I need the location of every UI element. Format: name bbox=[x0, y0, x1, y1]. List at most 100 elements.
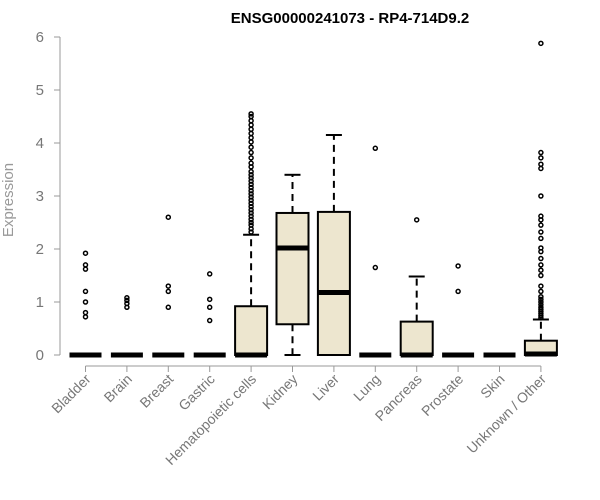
outlier-point bbox=[538, 267, 544, 273]
x-tick-label: Lung bbox=[350, 371, 383, 404]
outlier-point bbox=[372, 264, 379, 271]
outlier-point bbox=[248, 160, 254, 166]
outlier-point bbox=[538, 222, 544, 228]
box-iqr bbox=[275, 211, 310, 326]
outlier-point bbox=[538, 193, 544, 199]
outlier-point bbox=[538, 272, 544, 279]
outlier-point bbox=[248, 122, 254, 128]
outlier-point bbox=[248, 168, 254, 175]
outlier-point bbox=[248, 222, 254, 228]
outlier-point bbox=[248, 144, 254, 150]
x-tick-label: Unknown / Other bbox=[463, 371, 549, 457]
outlier-point bbox=[248, 213, 254, 219]
outlier-point bbox=[248, 113, 254, 120]
outlier-point bbox=[538, 255, 544, 262]
y-tick-label: 1 bbox=[36, 294, 44, 311]
box-group bbox=[316, 134, 351, 356]
outlier-point bbox=[538, 293, 544, 300]
outlier-point bbox=[248, 210, 254, 216]
outlier-point bbox=[248, 130, 254, 137]
outlier-point bbox=[248, 175, 254, 181]
y-tick-label: 4 bbox=[36, 135, 44, 152]
outlier-point bbox=[82, 250, 89, 256]
x-tick-label: Liver bbox=[309, 371, 342, 404]
outlier-point bbox=[538, 161, 544, 167]
outlier-point bbox=[165, 214, 172, 220]
x-tick-label: Skin bbox=[477, 371, 508, 402]
box-group bbox=[359, 145, 392, 358]
outlier-point bbox=[82, 314, 89, 320]
outlier-point bbox=[248, 187, 254, 194]
outlier-point bbox=[538, 301, 544, 308]
outlier-point bbox=[206, 271, 213, 277]
outlier-point bbox=[248, 134, 254, 141]
outlier-point bbox=[124, 297, 130, 304]
outlier-point bbox=[538, 288, 544, 295]
outlier-point bbox=[538, 229, 544, 235]
box-group bbox=[152, 214, 185, 358]
chart-title: ENSG00000241073 - RP4-714D9.2 bbox=[231, 10, 470, 27]
outlier-point bbox=[82, 262, 89, 268]
x-tick-label: Bladder bbox=[48, 371, 94, 417]
outlier-point bbox=[248, 207, 254, 213]
boxes-layer bbox=[69, 40, 558, 358]
outlier-point bbox=[538, 304, 544, 311]
outlier-point bbox=[82, 266, 89, 272]
outlier-point bbox=[538, 165, 544, 172]
box-group bbox=[110, 295, 143, 358]
outlier-point bbox=[248, 216, 254, 223]
box-iqr bbox=[399, 320, 434, 356]
outlier-point bbox=[82, 309, 89, 316]
outlier-point bbox=[206, 304, 213, 311]
outlier-point bbox=[248, 219, 254, 226]
outlier-point bbox=[248, 111, 254, 117]
outlier-point bbox=[124, 295, 130, 301]
box-iqr bbox=[316, 210, 351, 356]
y-axis: 0 1 2 3 4 5 6 bbox=[36, 29, 61, 364]
outlier-point bbox=[248, 155, 254, 161]
box-group bbox=[399, 217, 434, 358]
outlier-point bbox=[206, 317, 213, 324]
outlier-point bbox=[82, 288, 89, 295]
outlier-point bbox=[248, 197, 254, 203]
box-group bbox=[442, 263, 475, 358]
outlier-point bbox=[538, 213, 544, 219]
outlier-point bbox=[455, 263, 461, 269]
outlier-point bbox=[248, 194, 254, 200]
outlier-point bbox=[248, 184, 254, 191]
box-group bbox=[193, 271, 226, 358]
box-group bbox=[69, 250, 102, 358]
outlier-point bbox=[538, 235, 544, 242]
y-axis-label: Expression bbox=[0, 163, 17, 237]
outlier-point bbox=[248, 139, 254, 145]
outlier-point bbox=[372, 145, 379, 152]
outlier-point bbox=[248, 191, 254, 197]
box-group bbox=[234, 111, 269, 358]
outlier-point bbox=[538, 299, 544, 305]
outlier-point bbox=[165, 304, 172, 311]
outlier-point bbox=[538, 149, 544, 156]
outlier-point bbox=[248, 200, 254, 207]
outlier-point bbox=[248, 172, 254, 178]
outlier-point bbox=[248, 178, 254, 184]
y-tick-label: 5 bbox=[36, 82, 44, 99]
y-tick-label: 6 bbox=[36, 29, 44, 46]
outlier-point bbox=[248, 149, 254, 156]
outlier-point bbox=[124, 300, 130, 307]
outlier-point bbox=[413, 217, 420, 223]
outlier-point bbox=[455, 288, 461, 295]
x-tick-label: Brain bbox=[101, 371, 135, 405]
box-iqr bbox=[234, 305, 269, 356]
box-group bbox=[523, 40, 558, 357]
outlier-point bbox=[248, 126, 254, 132]
y-tick-label: 0 bbox=[36, 347, 44, 364]
x-tick-label: Prostate bbox=[418, 371, 466, 419]
outlier-point bbox=[538, 245, 544, 251]
outlier-point bbox=[248, 181, 254, 188]
box-group bbox=[275, 173, 310, 356]
outlier-point bbox=[538, 296, 544, 303]
outlier-point bbox=[82, 299, 89, 305]
y-tick-label: 2 bbox=[36, 241, 44, 258]
outlier-point bbox=[538, 40, 544, 47]
